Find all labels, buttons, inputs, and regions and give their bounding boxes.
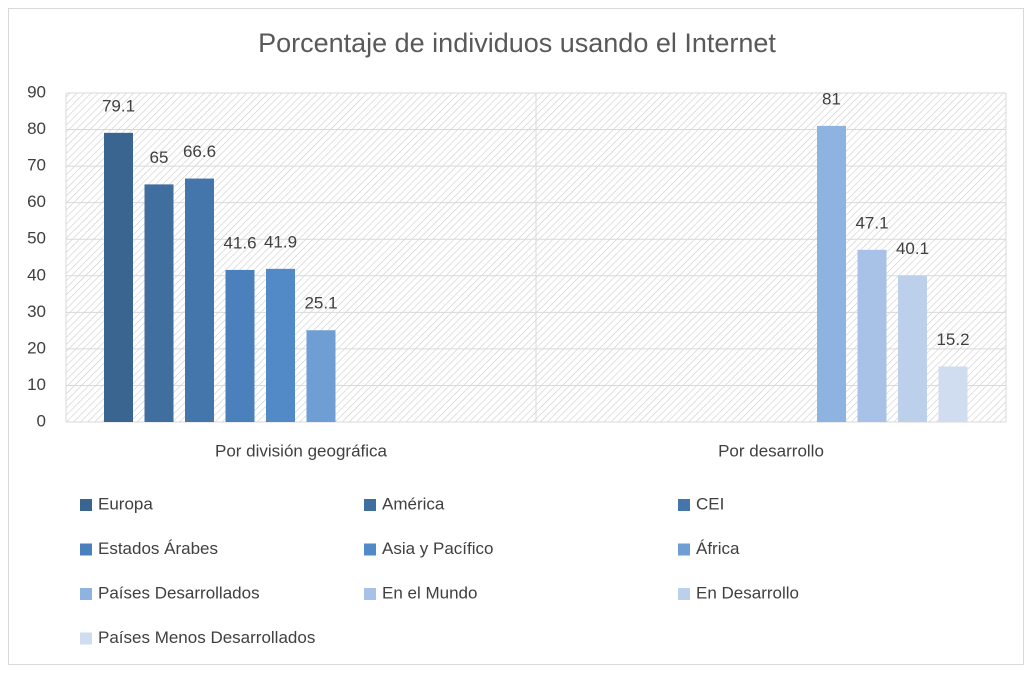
value-label: 41.9: [264, 232, 297, 251]
legend-label: Países Menos Desarrollados: [98, 628, 315, 647]
value-label: 41.6: [223, 233, 256, 252]
legend-label: Europa: [98, 494, 153, 513]
legend-label: Estados Árabes: [98, 539, 218, 558]
value-label: 66.6: [183, 142, 216, 161]
value-label: 79.1: [102, 96, 135, 115]
legend-swatch: [80, 543, 92, 556]
legend-swatch: [678, 588, 690, 600]
y-tick-label: 20: [27, 338, 46, 357]
x-tick-label: Por división geográfica: [215, 441, 388, 460]
legend-label: Asia y Pacífico: [382, 539, 494, 558]
bar: [266, 268, 295, 422]
y-tick-label: 10: [27, 375, 46, 394]
y-tick-label: 30: [27, 302, 46, 321]
bar: [104, 132, 133, 422]
legend-label: América: [382, 494, 445, 513]
value-label: 15.2: [936, 330, 969, 349]
legend-swatch: [364, 499, 376, 511]
value-label: 47.1: [855, 213, 888, 232]
value-label: 25.1: [304, 294, 337, 313]
bar: [817, 125, 846, 423]
value-label: 81: [822, 89, 841, 108]
chart-title: Porcentaje de individuos usando el Inter…: [258, 28, 776, 58]
legend-swatch: [80, 632, 92, 645]
bar: [857, 249, 887, 422]
x-tick-label: Por desarrollo: [718, 441, 824, 460]
y-tick-label: 60: [27, 192, 46, 211]
y-tick-label: 40: [27, 265, 46, 284]
legend-label: Países Desarrollados: [98, 583, 260, 602]
y-tick-label: 50: [27, 229, 46, 248]
bar: [185, 178, 214, 422]
legend-swatch: [364, 543, 376, 556]
legend-swatch: [80, 588, 92, 600]
bar: [898, 275, 927, 422]
legend-swatch: [364, 588, 376, 600]
bar: [144, 184, 174, 422]
legend-swatch: [678, 543, 690, 556]
y-tick-label: 80: [27, 119, 46, 138]
legend-swatch: [678, 499, 690, 511]
legend-label: En el Mundo: [382, 583, 477, 602]
y-tick-label: 70: [27, 156, 46, 175]
legend-label: En Desarrollo: [696, 583, 799, 602]
value-label: 65: [150, 148, 169, 167]
bar: [306, 330, 336, 422]
bar: [225, 269, 255, 422]
value-label: 40.1: [896, 239, 929, 258]
legend-swatch: [80, 499, 92, 511]
legend-label: CEI: [696, 494, 724, 513]
y-tick-label: 90: [27, 82, 46, 101]
legend-label: África: [696, 539, 740, 558]
bar: [938, 366, 968, 422]
y-tick-label: 0: [37, 411, 46, 430]
